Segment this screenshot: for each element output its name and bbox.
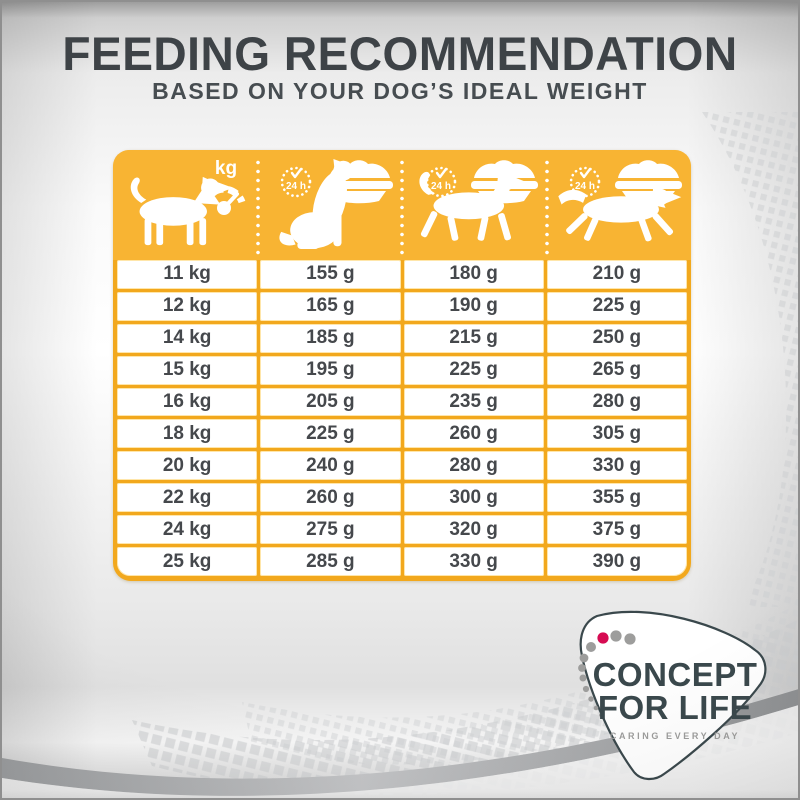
table-cell: 16 kg xyxy=(117,387,258,417)
table-row: 20 kg 240 g 280 g 330 g xyxy=(117,451,687,481)
table-row: 15 kg 195 g 225 g 265 g xyxy=(117,355,687,385)
24h-label: 24 h xyxy=(430,181,450,192)
column-header-high-activity: 24 h xyxy=(544,150,692,260)
table-cell: 280 g xyxy=(546,387,687,417)
table-cell: 24 kg xyxy=(117,515,258,545)
page-title: FEEDING RECOMMENDATION xyxy=(62,27,738,80)
table-cell: 205 g xyxy=(260,387,401,417)
table-cell: 155 g xyxy=(260,260,401,289)
table-cell: 18 kg xyxy=(117,419,258,449)
table-cell: 190 g xyxy=(403,291,544,321)
table-cell: 210 g xyxy=(546,260,687,289)
table-cell: 215 g xyxy=(403,323,544,353)
dotted-separator xyxy=(255,158,260,256)
24h-food-bowl-icon: 24 h xyxy=(569,160,682,204)
table-cell: 225 g xyxy=(403,355,544,385)
table-row: 22 kg 260 g 300 g 355 g xyxy=(117,483,687,513)
table-cell: 11 kg xyxy=(117,260,258,289)
table-row: 18 kg 225 g 260 g 305 g xyxy=(117,419,687,449)
table-cell: 15 kg xyxy=(117,355,258,385)
table-cell: 22 kg xyxy=(117,483,258,513)
table-cell: 375 g xyxy=(546,515,687,545)
table-row: 16 kg 205 g 235 g 280 g xyxy=(117,387,687,417)
table-cell: 25 kg xyxy=(117,547,258,576)
table-cell: 20 kg xyxy=(117,451,258,481)
table-cell: 275 g xyxy=(260,515,401,545)
table-cell: 305 g xyxy=(546,419,687,449)
logo-red-dot xyxy=(597,632,609,644)
table-row: 12 kg 165 g 190 g 225 g xyxy=(117,291,687,321)
table-cell: 240 g xyxy=(260,451,401,481)
24h-label: 24 h xyxy=(575,181,595,192)
logo-dots-arc xyxy=(578,630,636,717)
kg-scale-icon: kg xyxy=(202,158,245,215)
logo-line1: CONCEPT xyxy=(593,656,758,693)
table-header: kg xyxy=(113,150,691,260)
table-cell: 225 g xyxy=(260,419,401,449)
column-header-weight: kg xyxy=(113,150,258,260)
table-row: 11 kg 155 g 180 g 210 g xyxy=(117,260,687,289)
24h-label: 24 h xyxy=(286,181,306,192)
table-cell: 330 g xyxy=(546,451,687,481)
table-cell: 390 g xyxy=(546,547,687,576)
kg-label: kg xyxy=(214,158,236,179)
column-header-low-activity: 24 h xyxy=(255,150,403,260)
dotted-separator xyxy=(400,158,404,256)
24h-food-bowl-icon: 24 h xyxy=(280,160,393,204)
table-cell: 265 g xyxy=(546,355,687,385)
column-header-normal-activity: 24 h xyxy=(400,150,547,260)
table-cell: 165 g xyxy=(260,291,401,321)
table-cell: 235 g xyxy=(403,387,544,417)
page-subtitle: BASED ON YOUR DOG’S IDEAL WEIGHT xyxy=(152,78,648,104)
table-cell: 260 g xyxy=(403,419,544,449)
table-cell: 285 g xyxy=(260,547,401,576)
halftone-right-band xyxy=(702,112,798,607)
table-cell: 300 g xyxy=(403,483,544,513)
table-row: 14 kg 185 g 215 g 250 g xyxy=(117,323,687,353)
logo-tagline: CARING EVERY DAY xyxy=(610,731,740,741)
table-cell: 225 g xyxy=(546,291,687,321)
feeding-table: kg xyxy=(113,150,691,581)
table-cell: 180 g xyxy=(403,260,544,289)
table-cell: 260 g xyxy=(260,483,401,513)
table-row: 25 kg 285 g 330 g 390 g xyxy=(117,547,687,576)
table-row: 24 kg 275 g 320 g 375 g xyxy=(117,515,687,545)
table-cell: 12 kg xyxy=(117,291,258,321)
table-cell: 355 g xyxy=(546,483,687,513)
brand-logo: CONCEPT FOR LIFE CARING EVERY DAY xyxy=(553,598,781,796)
table-cell: 280 g xyxy=(403,451,544,481)
table-cell: 185 g xyxy=(260,323,401,353)
24h-food-bowl-icon: 24 h xyxy=(425,160,538,204)
table-cell: 195 g xyxy=(260,355,401,385)
table-cell: 320 g xyxy=(403,515,544,545)
dotted-separator xyxy=(544,158,549,256)
table-cell: 14 kg xyxy=(117,323,258,353)
table-cell: 250 g xyxy=(546,323,687,353)
table-cell: 330 g xyxy=(403,547,544,576)
table-body: 11 kg 155 g 180 g 210 g 12 kg 165 g 190 g 225 g… xyxy=(113,260,691,581)
logo-line2: FOR LIFE xyxy=(598,689,752,726)
